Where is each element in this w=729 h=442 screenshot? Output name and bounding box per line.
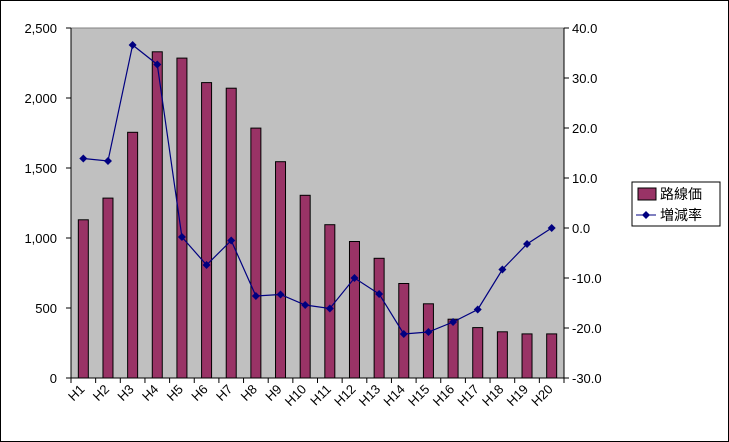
left-tick-label: 2,000	[24, 91, 57, 106]
bar	[102, 197, 114, 379]
bar	[472, 327, 484, 379]
legend-label-bar: 路線価	[660, 187, 702, 203]
bar	[422, 303, 434, 379]
line-marker	[449, 318, 458, 326]
left-tick-label: 0	[50, 371, 57, 386]
x-tick-label: H6	[188, 382, 210, 404]
x-tick-label: H1	[65, 382, 87, 404]
line-marker	[547, 224, 556, 232]
x-tick-label: H20	[528, 382, 555, 409]
x-tick-label: H8	[238, 382, 260, 404]
line-marker	[202, 261, 211, 269]
legend-bar-swatch	[637, 187, 657, 201]
right-tick-label: 40.0	[572, 21, 597, 36]
bar	[176, 57, 188, 379]
bar	[546, 333, 558, 379]
left-axis: 0 500 1,000 1,500 2,000 2,500	[24, 21, 72, 386]
x-tick-label: H2	[90, 382, 112, 404]
line-marker	[325, 304, 334, 313]
line-marker	[301, 301, 310, 309]
line-series	[79, 41, 556, 338]
bar	[348, 241, 360, 379]
line-marker	[473, 305, 482, 314]
line-marker	[399, 330, 408, 338]
right-tick-label: 20.0	[572, 121, 597, 136]
legend-marker-diamond	[642, 211, 650, 219]
x-tick-label: H10	[282, 382, 309, 409]
line-marker	[177, 233, 186, 241]
bar	[250, 127, 262, 379]
line-path	[83, 43, 553, 335]
x-tick-label: H13	[356, 382, 383, 409]
line-marker	[128, 41, 137, 49]
bar	[201, 82, 213, 379]
right-tick-label: 10.0	[572, 171, 597, 186]
x-tick-label: H18	[479, 382, 506, 409]
x-tick-label: H16	[430, 382, 457, 409]
line-marker	[276, 290, 285, 299]
left-tick-label: 2,500	[24, 21, 57, 36]
line-marker	[350, 274, 359, 282]
x-tick-label: H14	[380, 382, 407, 409]
right-tick-label: 0.0	[572, 221, 590, 236]
bar	[521, 333, 533, 379]
right-tick-label: 30.0	[572, 71, 597, 86]
bar	[151, 51, 163, 379]
x-tick-label: H4	[139, 382, 161, 404]
bar	[496, 331, 508, 379]
x-tick-label: H11	[307, 382, 334, 409]
x-tick-label: H3	[114, 382, 136, 404]
x-tick-label: H9	[262, 382, 284, 404]
x-tick-label: H7	[213, 382, 235, 404]
right-axis: -30.0 -20.0 -10.0 0.0 10.0 20.0 30.0 40.0	[563, 21, 602, 386]
x-tick-label: H15	[405, 382, 432, 409]
legend: 路線価 増減率	[631, 181, 721, 227]
line-marker	[103, 157, 112, 165]
x-tick-label: H19	[504, 382, 531, 409]
plot-area	[70, 27, 565, 379]
line-marker	[153, 60, 162, 69]
bar	[324, 224, 336, 379]
left-tick-label: 1,500	[24, 161, 57, 176]
line-marker	[375, 290, 384, 298]
bar	[373, 257, 385, 379]
line-marker	[227, 236, 236, 245]
left-tick-label: 1,000	[24, 231, 57, 246]
line-marker	[251, 292, 260, 300]
left-tick-label: 500	[35, 301, 57, 316]
bar	[127, 131, 139, 379]
right-tick-label: -30.0	[572, 371, 602, 386]
line-marker	[498, 265, 507, 274]
legend-label-line: 増減率	[660, 207, 702, 224]
x-tick-label: H12	[331, 382, 358, 409]
bar-series	[77, 51, 558, 379]
line-marker	[424, 328, 433, 336]
x-tick-label: H5	[164, 382, 186, 404]
bar	[447, 318, 459, 379]
bar	[225, 87, 237, 379]
right-tick-label: -20.0	[572, 321, 602, 336]
line-marker	[523, 240, 532, 248]
bar	[77, 219, 89, 379]
bar	[299, 194, 311, 379]
right-tick-label: -10.0	[572, 271, 602, 286]
bar	[275, 161, 287, 379]
x-axis: H1 H2 H3 H4 H5 H6 H7 H8 H9H10H11H12H13H14H15H16H…	[65, 377, 565, 409]
line-marker	[79, 154, 88, 163]
x-tick-label: H17	[454, 382, 481, 409]
